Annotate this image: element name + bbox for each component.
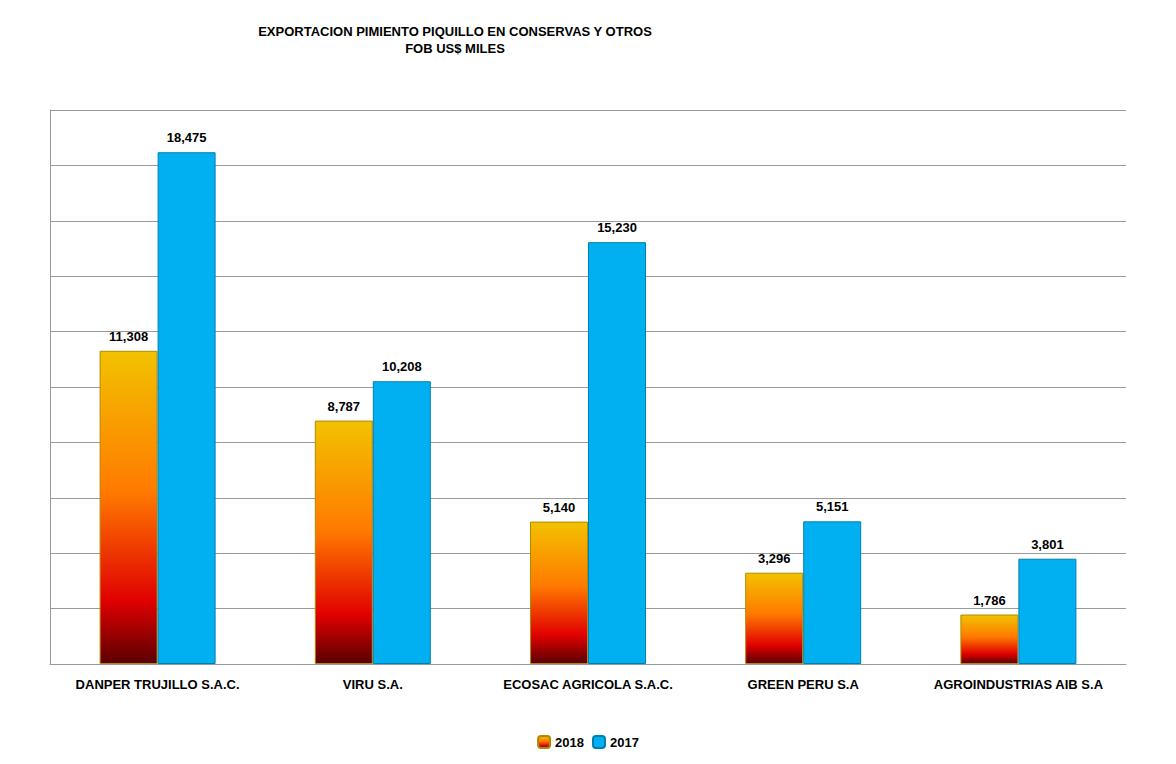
svg-text:AGROINDUSTRIAS AIB S.A: AGROINDUSTRIAS AIB S.A [934, 677, 1104, 692]
svg-text:18,475: 18,475 [167, 130, 207, 145]
svg-text:VIRU S.A.: VIRU S.A. [343, 677, 403, 692]
svg-text:EXPORTACION PIMIENTO PIQUILLO: EXPORTACION PIMIENTO PIQUILLO EN CONSERV… [258, 24, 652, 39]
svg-text:3,801: 3,801 [1031, 537, 1064, 552]
svg-text:2018: 2018 [555, 735, 584, 750]
svg-text:FOB US$ MILES: FOB US$ MILES [405, 41, 505, 56]
svg-text:3,296: 3,296 [758, 551, 791, 566]
svg-text:GREEN PERU S.A: GREEN PERU S.A [748, 677, 860, 692]
svg-text:8,787: 8,787 [328, 399, 361, 414]
svg-text:2017: 2017 [610, 735, 639, 750]
svg-text:5,140: 5,140 [543, 500, 576, 515]
svg-text:1,786: 1,786 [973, 593, 1006, 608]
svg-text:ECOSAC AGRICOLA S.A.C.: ECOSAC AGRICOLA S.A.C. [503, 677, 673, 692]
svg-text:10,208: 10,208 [382, 359, 422, 374]
svg-text:DANPER TRUJILLO S.A.C.: DANPER TRUJILLO S.A.C. [76, 677, 240, 692]
svg-text:11,308: 11,308 [109, 329, 148, 344]
svg-text:15,230: 15,230 [597, 220, 637, 235]
svg-text:5,151: 5,151 [816, 499, 849, 514]
